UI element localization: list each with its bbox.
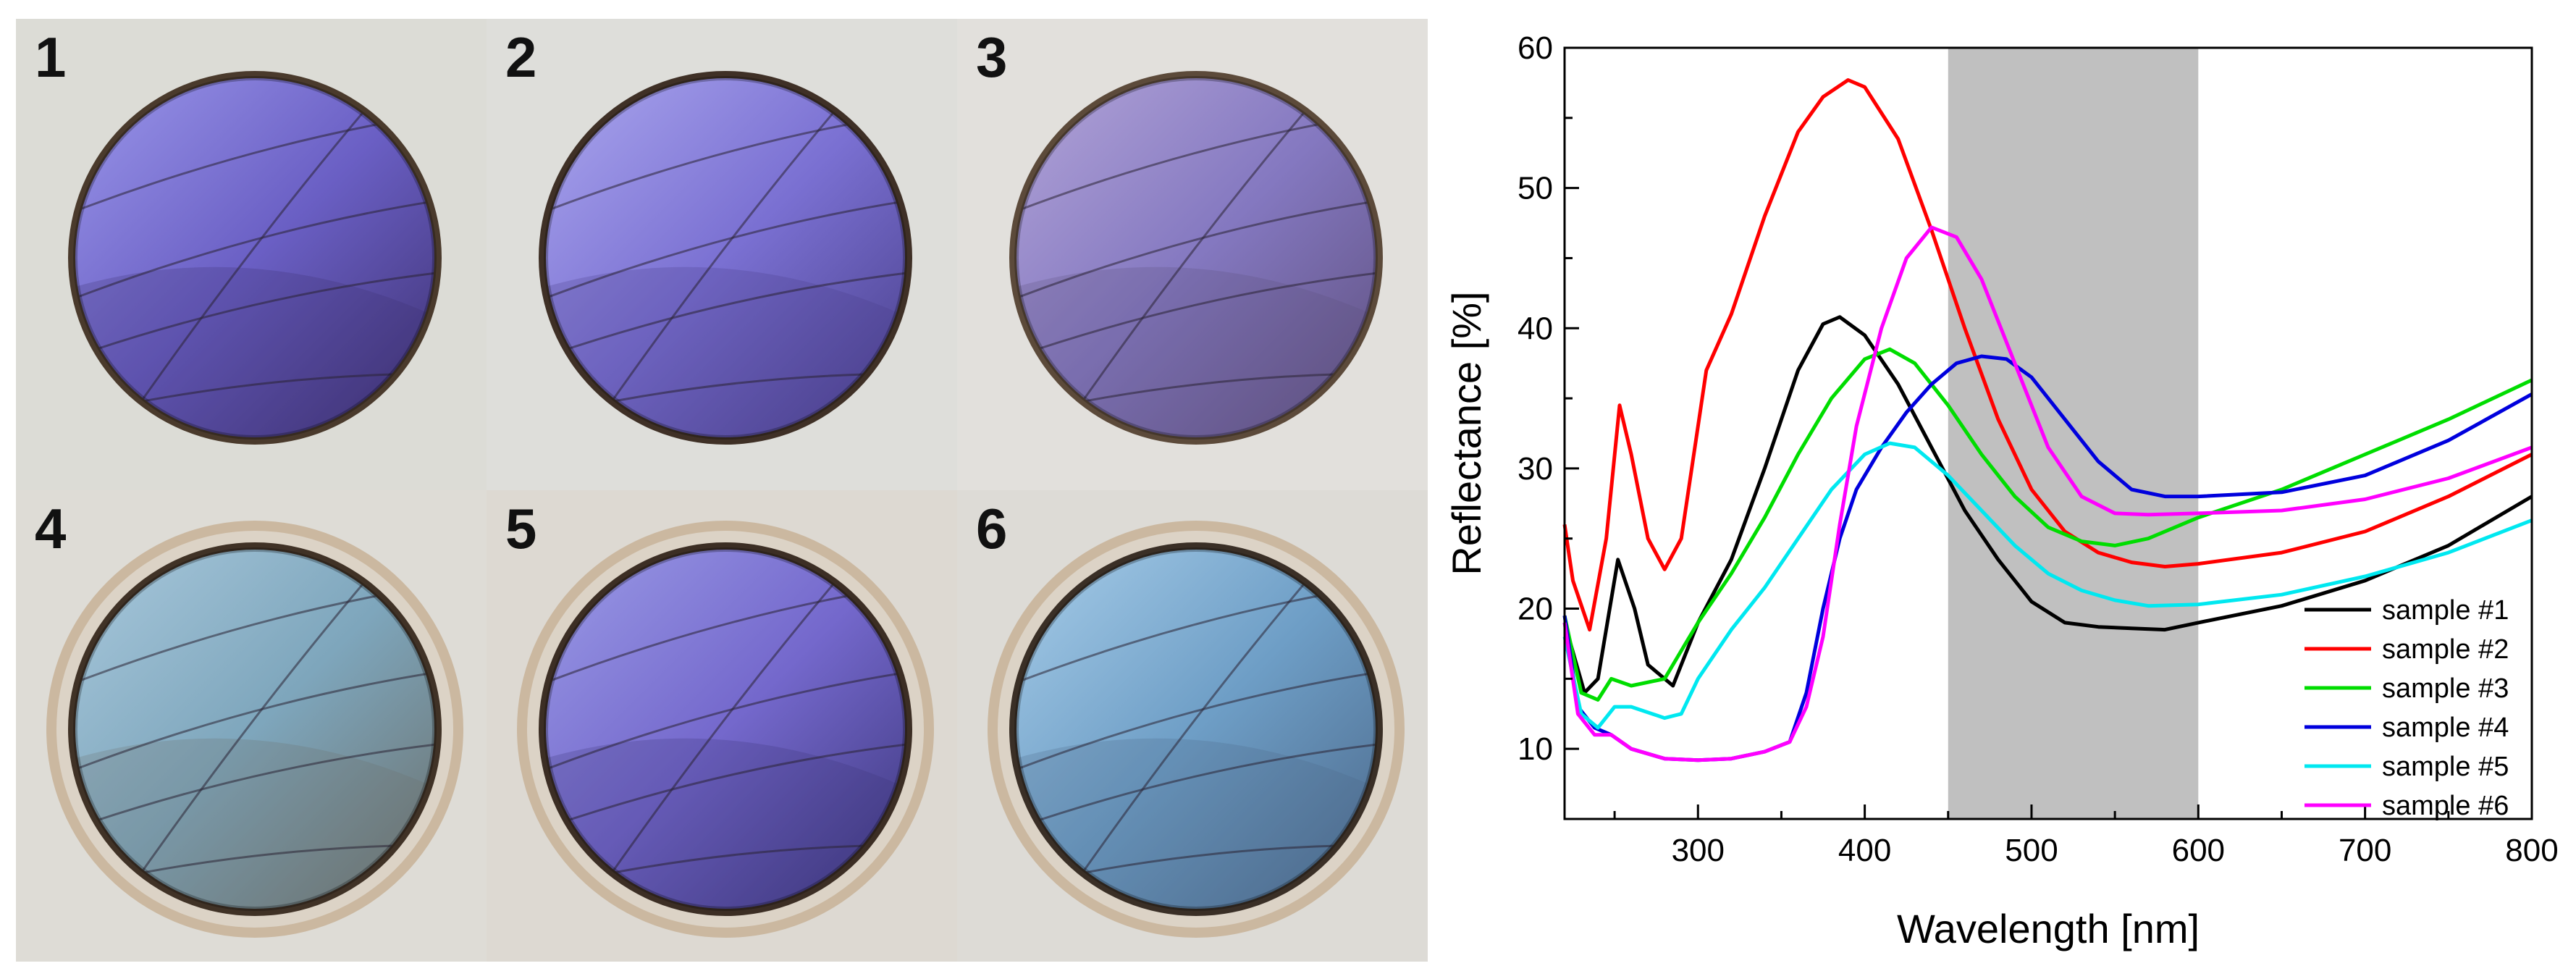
panel-label-4: 4: [35, 497, 67, 560]
wing-disc: [75, 78, 434, 437]
panel-label-2: 2: [505, 25, 537, 89]
legend-label-5: sample #5: [2382, 752, 2509, 782]
legend-label-1: sample #1: [2382, 595, 2509, 626]
y-axis-label: Reflectance [%]: [1444, 291, 1489, 575]
y-tick-label: 40: [1518, 311, 1553, 346]
series-line-6: [1562, 225, 2533, 762]
wing-disc: [546, 550, 905, 909]
y-tick-label: 50: [1518, 171, 1553, 206]
x-tick-label: 700: [2339, 833, 2391, 868]
wing-sample-photo-4: 4: [16, 490, 487, 962]
series-line-5: [1562, 441, 2533, 730]
plot-frame: [1563, 46, 2533, 820]
wing-sample-photo-2: 2: [487, 19, 957, 490]
x-tick-label: 400: [1838, 833, 1891, 868]
highlight-band: [1948, 48, 2199, 819]
legend: sample #1 sample #2 sample #3 sample #4 samp…: [2304, 595, 2509, 821]
legend-label-4: sample #4: [2382, 713, 2509, 743]
y-tick-label: 20: [1518, 592, 1553, 627]
y-tick-label: 10: [1518, 731, 1553, 767]
panel-label-6: 6: [976, 497, 1008, 560]
wing-disc: [1016, 550, 1376, 909]
series-line-3: [1562, 347, 2533, 702]
panel-label-3: 3: [976, 25, 1008, 89]
panel-label-1: 1: [35, 25, 67, 89]
wing-photo-grid: 1 2 3 4 5 6: [16, 19, 1428, 962]
wing-sample-photo-5: 5: [487, 490, 957, 962]
wing-disc: [546, 78, 905, 437]
x-axis-label: Wavelength [nm]: [1897, 906, 2200, 951]
x-tick-label: 500: [2005, 833, 2058, 868]
wing-disc: [1016, 78, 1376, 437]
x-tick-label: 300: [1672, 833, 1725, 868]
x-tick-label: 600: [2172, 833, 2225, 868]
panel-label-5: 5: [505, 497, 537, 560]
reflectance-chart: 300 400 500 600 700 800 10 20 30 40 50 60 Wavelength…: [1444, 30, 2559, 951]
y-tick-label: 60: [1518, 30, 1553, 66]
y-tick-label: 30: [1518, 451, 1553, 487]
wing-sample-photo-6: 6: [957, 490, 1428, 962]
wing-disc: [75, 550, 434, 909]
legend-label-6: sample #6: [2382, 791, 2509, 821]
wing-sample-photo-1: 1: [16, 19, 487, 490]
x-tick-label: 800: [2505, 833, 2558, 868]
legend-label-3: sample #3: [2382, 673, 2509, 704]
legend-label-2: sample #2: [2382, 634, 2509, 665]
series-line-1: [1562, 315, 2533, 695]
wing-sample-photo-3: 3: [957, 19, 1428, 490]
series-line-2: [1562, 78, 2533, 632]
